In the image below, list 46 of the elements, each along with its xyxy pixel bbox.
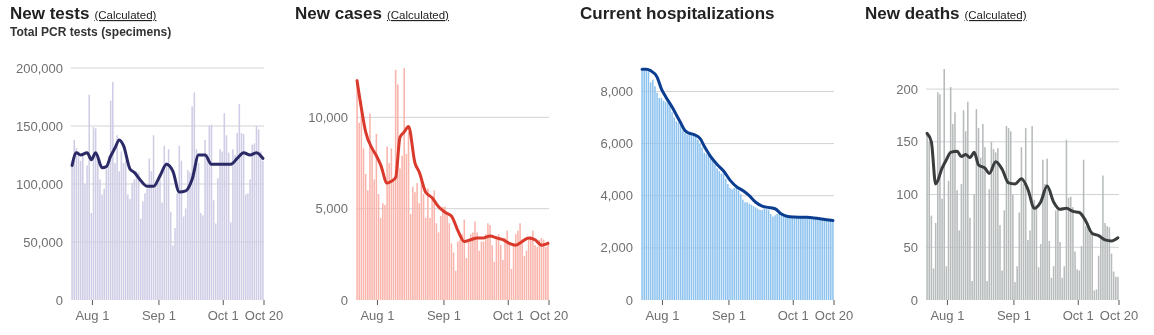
x-tick-label: Oct 20 (529, 308, 569, 323)
text: (Calculated) (386, 9, 450, 21)
y-tick-label: 150 (896, 134, 918, 150)
x-tick-label: Oct 20 (1099, 308, 1139, 323)
chart-title: Current hospitalizations (580, 4, 775, 23)
x-tick-label: Oct 1 (777, 308, 809, 323)
y-tick-label: 200,000 (16, 60, 63, 76)
x-tick-label: Sep 1 (996, 308, 1031, 323)
line-series (355, 79, 550, 247)
text: (Calculated) (964, 9, 1027, 21)
x-tick-label: Sep 1 (426, 308, 461, 323)
y-tick-label: 100 (896, 187, 918, 203)
y-tick-label: 0 (55, 292, 63, 308)
y-tick-label: 6,000 (600, 136, 633, 152)
y-tick-label: 0 (910, 292, 918, 308)
line-series (925, 131, 1120, 243)
y-tick-label: 0 (340, 292, 348, 308)
chart-title: New deaths (865, 4, 960, 23)
y-tick-label: 0 (625, 292, 633, 308)
chart-title: New cases (295, 4, 382, 23)
x-tick-label: Oct 1 (1062, 308, 1094, 323)
y-tick-label: 4,000 (600, 188, 633, 204)
y-tick-label: 50 (903, 239, 918, 255)
y-tick-label: 200 (896, 81, 918, 97)
x-tick-label: Oct 1 (207, 308, 239, 323)
x-tick-label: Aug 1 (930, 308, 965, 323)
x-tick-label: Aug 1 (360, 308, 395, 323)
x-tick-label: Oct 20 (244, 308, 284, 323)
y-tick-label: 100,000 (16, 176, 63, 192)
chart-subtitle: Total PCR tests (specimens) (10, 25, 172, 39)
line-series (70, 138, 265, 194)
y-tick-label: 10,000 (308, 109, 348, 125)
x-tick-label: Sep 1 (141, 308, 176, 323)
text: (Calculated) (94, 9, 157, 21)
x-tick-label: Sep 1 (711, 308, 746, 323)
chart-title: New tests (10, 4, 90, 23)
x-tick-label: Aug 1 (75, 308, 110, 323)
y-tick-label: 50,000 (23, 234, 63, 250)
y-tick-label: 8,000 (600, 84, 633, 100)
y-tick-label: 5,000 (315, 201, 348, 217)
line-series (640, 67, 835, 222)
y-tick-label: 2,000 (600, 240, 633, 256)
x-tick-label: Aug 1 (645, 308, 680, 323)
x-tick-label: Oct 1 (492, 308, 524, 323)
x-tick-label: Oct 20 (814, 308, 854, 323)
y-tick-label: 150,000 (16, 118, 63, 134)
